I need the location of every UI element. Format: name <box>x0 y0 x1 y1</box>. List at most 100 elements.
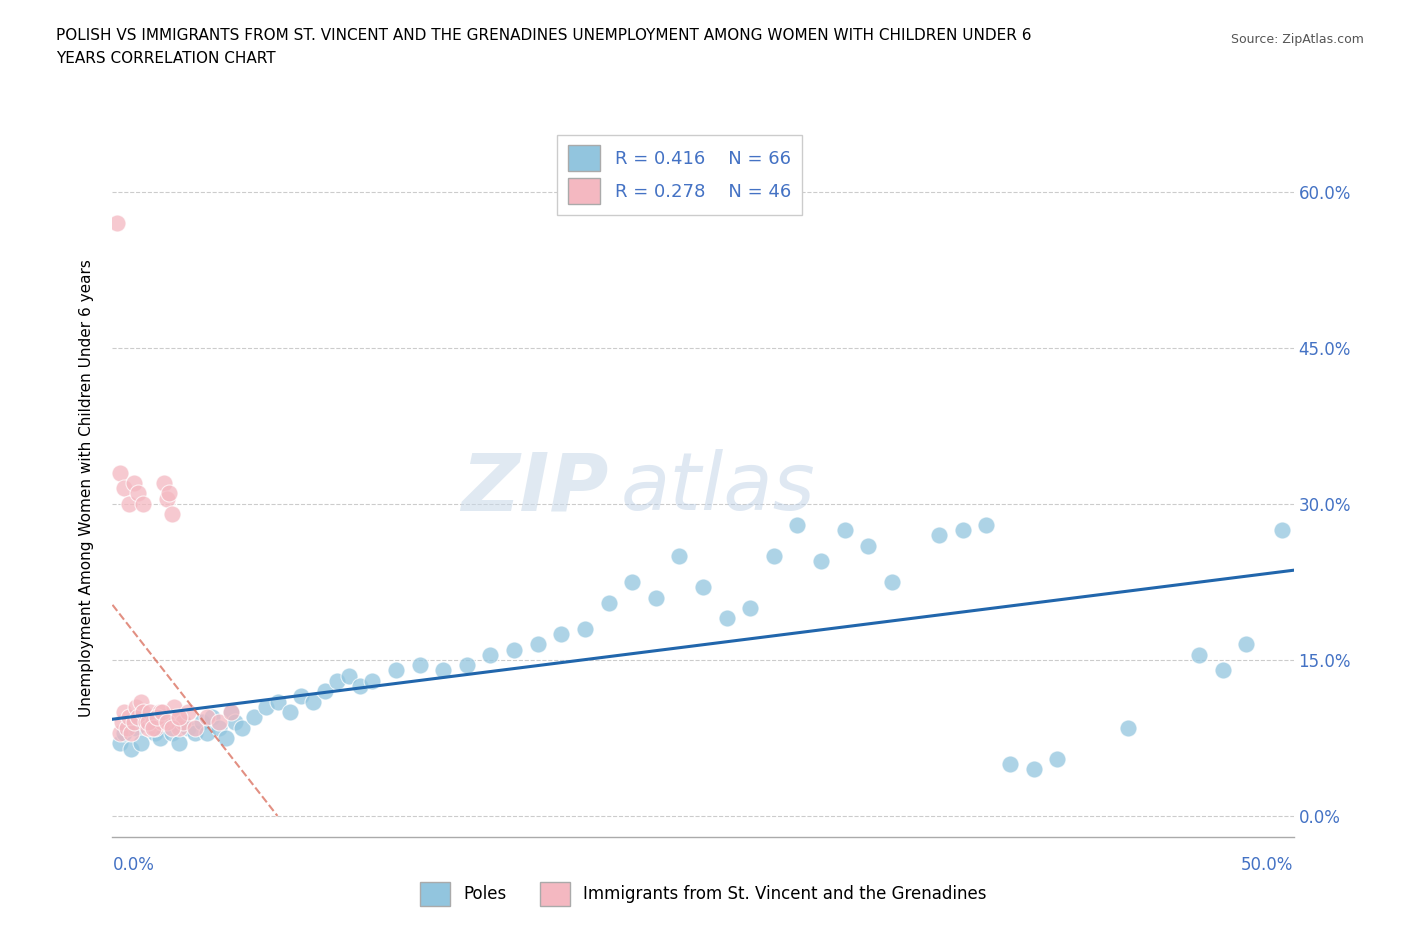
Point <box>716 611 738 626</box>
Point <box>326 673 349 688</box>
Point <box>219 705 242 720</box>
Point <box>302 694 325 709</box>
Point <box>160 725 183 740</box>
Point <box>163 699 186 714</box>
Point <box>111 715 134 730</box>
Point <box>349 679 371 694</box>
Point <box>153 475 176 490</box>
Point <box>120 725 142 740</box>
Point <box>136 715 159 730</box>
Point <box>574 621 596 636</box>
Text: 50.0%: 50.0% <box>1241 856 1294 873</box>
Point <box>621 575 644 590</box>
Point <box>167 710 190 724</box>
Point <box>127 710 149 724</box>
Legend: Poles, Immigrants from St. Vincent and the Grenadines: Poles, Immigrants from St. Vincent and t… <box>413 875 993 912</box>
Point <box>834 523 856 538</box>
Point <box>208 720 231 735</box>
Point <box>976 517 998 532</box>
Point <box>432 663 454 678</box>
Point <box>108 736 131 751</box>
Point <box>479 647 502 662</box>
Point <box>243 710 266 724</box>
Point <box>692 579 714 594</box>
Point <box>142 715 165 730</box>
Point <box>267 694 290 709</box>
Point <box>1022 762 1045 777</box>
Point <box>146 710 169 724</box>
Point <box>160 507 183 522</box>
Point <box>1188 647 1211 662</box>
Point <box>153 710 176 724</box>
Point <box>177 720 200 735</box>
Point <box>503 643 526 658</box>
Point <box>740 601 762 616</box>
Point <box>135 715 157 730</box>
Point <box>149 731 172 746</box>
Point <box>146 710 169 724</box>
Point <box>120 741 142 756</box>
Text: atlas: atlas <box>620 449 815 527</box>
Point <box>165 710 187 724</box>
Point <box>142 720 165 735</box>
Point <box>208 715 231 730</box>
Point <box>201 710 224 724</box>
Point <box>880 575 903 590</box>
Point <box>1234 637 1257 652</box>
Point <box>143 725 166 740</box>
Point <box>786 517 808 532</box>
Point <box>150 715 173 730</box>
Point <box>254 699 277 714</box>
Point <box>112 481 135 496</box>
Point <box>224 715 246 730</box>
Point <box>149 705 172 720</box>
Point <box>127 486 149 501</box>
Point <box>858 538 880 553</box>
Point <box>122 715 145 730</box>
Point <box>184 720 207 735</box>
Point <box>150 705 173 720</box>
Point <box>456 658 478 672</box>
Point <box>118 710 141 724</box>
Point <box>125 699 148 714</box>
Point <box>762 549 785 564</box>
Point <box>526 637 548 652</box>
Point <box>278 705 301 720</box>
Point <box>125 720 148 735</box>
Point <box>1046 751 1069 766</box>
Point <box>385 663 408 678</box>
Point <box>167 720 190 735</box>
Point <box>952 523 974 538</box>
Point <box>408 658 430 672</box>
Point <box>160 720 183 735</box>
Point <box>167 736 190 751</box>
Point <box>361 673 384 688</box>
Point <box>112 725 135 740</box>
Point <box>177 705 200 720</box>
Point <box>115 720 138 735</box>
Point <box>105 216 128 231</box>
Point <box>129 694 152 709</box>
Text: YEARS CORRELATION CHART: YEARS CORRELATION CHART <box>56 51 276 66</box>
Point <box>112 705 135 720</box>
Point <box>156 491 179 506</box>
Point <box>550 627 572 642</box>
Point <box>136 720 159 735</box>
Point <box>1271 523 1294 538</box>
Point <box>108 465 131 480</box>
Point <box>668 549 690 564</box>
Text: ZIP: ZIP <box>461 449 609 527</box>
Point <box>157 486 180 501</box>
Point <box>143 720 166 735</box>
Point <box>215 731 238 746</box>
Point <box>172 715 194 730</box>
Point <box>219 705 242 720</box>
Point <box>156 715 179 730</box>
Point <box>314 684 336 698</box>
Point <box>998 757 1021 772</box>
Point <box>644 591 666 605</box>
Point <box>132 705 155 720</box>
Text: Source: ZipAtlas.com: Source: ZipAtlas.com <box>1230 33 1364 46</box>
Point <box>810 553 832 568</box>
Point <box>191 715 214 730</box>
